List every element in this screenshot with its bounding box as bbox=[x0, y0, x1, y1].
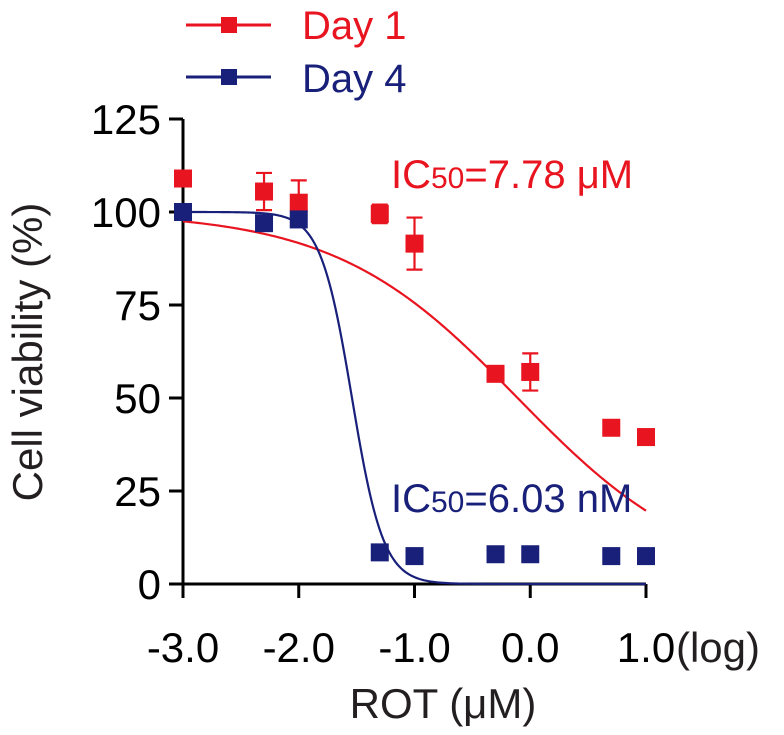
ic50-annotation-day-1: IC50=7.78 μM bbox=[391, 153, 633, 197]
x-tick-label: -2.0 bbox=[263, 624, 335, 671]
x-tick-label: 1.0 bbox=[617, 624, 675, 671]
data-point-day-4 bbox=[289, 210, 308, 229]
data-point-day-4 bbox=[637, 547, 655, 566]
data-point-day-1 bbox=[405, 234, 424, 253]
data-point-day-1 bbox=[174, 169, 192, 188]
series-layer bbox=[174, 169, 655, 586]
data-point-day-1 bbox=[255, 182, 274, 201]
y-tick-label: 100 bbox=[91, 189, 161, 236]
data-point-day-4 bbox=[174, 203, 192, 221]
legend-marker-day-4 bbox=[221, 69, 237, 85]
data-point-day-4 bbox=[602, 547, 621, 566]
y-tick-label: 75 bbox=[114, 282, 161, 329]
y-ticks: 0 25 50 75 100 125 bbox=[91, 96, 183, 608]
legend-label-day-4: Day 4 bbox=[302, 57, 407, 101]
legend-label-day-1: Day 1 bbox=[302, 4, 407, 48]
y-tick-label: 50 bbox=[114, 375, 161, 422]
legend: Day 1 Day 4 bbox=[186, 4, 407, 101]
data-point-day-1 bbox=[289, 193, 308, 212]
x-axis-label: ROT (μM) bbox=[350, 680, 537, 727]
data-point-day-1 bbox=[486, 364, 505, 383]
data-point-day-4 bbox=[255, 214, 274, 233]
legend-item-day-4: Day 4 bbox=[186, 57, 407, 101]
ic50-annotation-day-4: IC50=6.03 nM bbox=[391, 477, 632, 521]
fit-curve-day-1 bbox=[182, 220, 647, 512]
data-point-day-1 bbox=[370, 204, 389, 223]
legend-marker-day-1 bbox=[221, 17, 237, 33]
data-point-day-1 bbox=[521, 362, 540, 381]
data-point-day-4 bbox=[405, 547, 424, 566]
data-point-day-1 bbox=[637, 428, 655, 447]
ic50-value-day-4: =6.03 nM bbox=[464, 477, 632, 521]
x-tick-label: -3.0 bbox=[147, 624, 219, 671]
x-ticks: -3.0 -2.0 -1.0 0.0 1.0 bbox=[147, 584, 675, 671]
y-tick-label: 0 bbox=[138, 561, 161, 608]
x-tick-label: 0.0 bbox=[501, 624, 559, 671]
ic50-prefix-day-1: IC bbox=[391, 153, 431, 197]
legend-item-day-1: Day 1 bbox=[186, 4, 407, 48]
x-tick-label: -1.0 bbox=[378, 624, 450, 671]
data-point-day-4 bbox=[370, 543, 389, 562]
y-tick-label: 125 bbox=[91, 96, 161, 143]
y-tick-label: 25 bbox=[114, 468, 161, 515]
ic50-subscript-day-4: 50 bbox=[431, 486, 464, 519]
ic50-prefix-day-4: IC bbox=[391, 477, 431, 521]
y-axis-label: Cell viability (%) bbox=[4, 203, 51, 502]
data-point-day-1 bbox=[602, 418, 621, 437]
ic50-value-day-1: =7.78 μM bbox=[464, 153, 633, 197]
fit-curve-day-4 bbox=[183, 210, 646, 586]
data-point-day-4 bbox=[486, 545, 505, 564]
ic50-subscript-day-1: 50 bbox=[431, 162, 464, 195]
data-point-day-4 bbox=[521, 545, 540, 564]
x-scale-label: (log) bbox=[676, 624, 760, 671]
